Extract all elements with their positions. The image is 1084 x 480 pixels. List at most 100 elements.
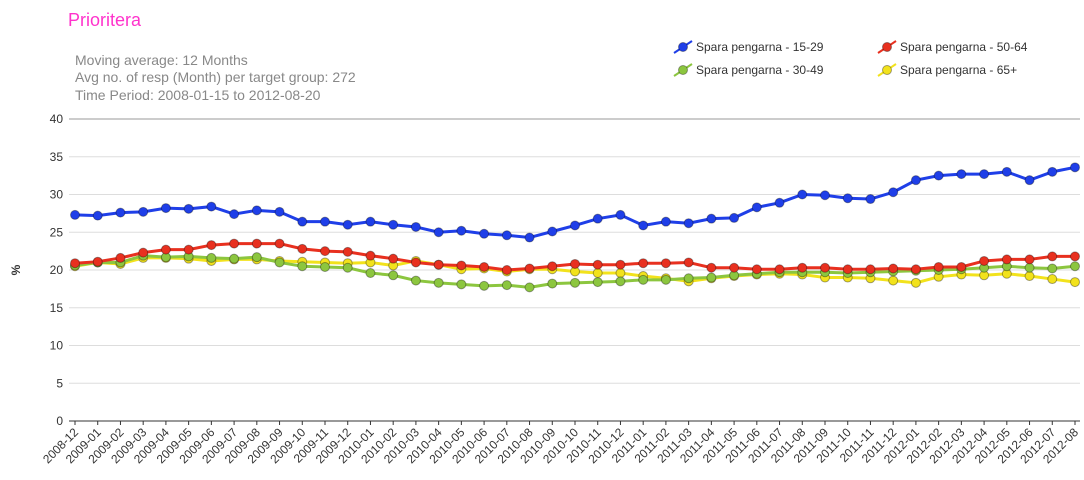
legend-label: Spara pengarna - 50-64 xyxy=(900,40,1028,54)
point xyxy=(365,216,376,227)
point xyxy=(388,219,399,230)
legend-label: Spara pengarna - 65+ xyxy=(900,63,1017,77)
point xyxy=(570,220,580,231)
point xyxy=(1001,254,1012,265)
point xyxy=(751,264,762,275)
point xyxy=(615,209,626,220)
point xyxy=(842,264,853,275)
point xyxy=(70,209,80,220)
point xyxy=(251,252,262,263)
point xyxy=(1070,251,1080,262)
point xyxy=(410,221,421,232)
point xyxy=(956,261,967,272)
point xyxy=(297,243,308,254)
point xyxy=(1047,274,1058,285)
point xyxy=(342,262,353,273)
point xyxy=(592,259,603,270)
point xyxy=(933,170,944,181)
point xyxy=(683,257,694,268)
legend-marker xyxy=(678,42,688,52)
point xyxy=(660,216,671,227)
point xyxy=(160,203,171,214)
point xyxy=(320,261,330,272)
point xyxy=(592,277,603,288)
y-tick-label: 15 xyxy=(50,301,64,315)
point xyxy=(183,244,194,255)
point xyxy=(1001,166,1012,177)
point xyxy=(274,206,285,217)
point xyxy=(410,275,421,286)
point xyxy=(547,261,558,272)
point xyxy=(388,270,399,281)
point xyxy=(274,238,285,249)
subtitle: Time Period: 2008-01-15 to 2012-08-20 xyxy=(75,87,321,103)
point xyxy=(365,250,376,261)
point xyxy=(592,268,603,279)
point xyxy=(479,228,490,239)
point xyxy=(524,263,535,274)
point xyxy=(865,194,876,205)
point xyxy=(956,169,967,180)
point xyxy=(456,279,467,290)
point xyxy=(297,216,308,227)
point xyxy=(706,262,717,273)
point xyxy=(797,189,808,200)
y-tick-label: 20 xyxy=(50,263,64,277)
point xyxy=(547,226,558,237)
point xyxy=(1047,166,1058,177)
point xyxy=(115,207,126,218)
point xyxy=(1024,254,1035,265)
point xyxy=(115,252,126,263)
point xyxy=(320,246,330,257)
point xyxy=(842,193,853,204)
y-tick-label: 0 xyxy=(56,414,63,428)
point xyxy=(1024,271,1035,282)
y-tick-label: 10 xyxy=(50,339,64,353)
point xyxy=(638,274,649,285)
point xyxy=(729,262,740,273)
point xyxy=(229,238,240,249)
legend-marker xyxy=(882,42,892,52)
point xyxy=(229,209,240,220)
point xyxy=(592,213,603,224)
point xyxy=(683,218,694,229)
point xyxy=(342,219,353,230)
point xyxy=(660,274,671,285)
y-tick-label: 30 xyxy=(50,188,64,202)
point xyxy=(820,190,830,201)
point xyxy=(206,240,217,251)
point xyxy=(501,230,512,241)
point xyxy=(251,238,262,249)
point xyxy=(797,262,808,273)
y-axis-label: % xyxy=(9,264,23,275)
point xyxy=(910,277,921,288)
legend-label: Spara pengarna - 30-49 xyxy=(696,63,824,77)
point xyxy=(660,258,671,269)
point xyxy=(910,264,921,275)
point xyxy=(774,264,785,275)
point xyxy=(183,203,194,214)
point xyxy=(524,282,535,293)
point xyxy=(479,261,490,272)
point xyxy=(888,275,899,286)
point xyxy=(888,263,899,274)
point xyxy=(1047,251,1058,262)
point xyxy=(979,169,990,180)
legend-label: Spara pengarna - 15-29 xyxy=(696,40,824,54)
point xyxy=(456,260,467,271)
point xyxy=(206,201,217,212)
point xyxy=(751,202,762,213)
chart-title: Prioritera xyxy=(68,10,142,30)
point xyxy=(92,210,103,221)
legend-marker xyxy=(678,65,688,75)
point xyxy=(729,212,740,223)
point xyxy=(138,247,149,258)
point xyxy=(910,175,921,186)
point xyxy=(706,213,717,224)
point xyxy=(524,232,535,243)
point xyxy=(615,276,626,287)
point xyxy=(433,277,444,288)
point xyxy=(501,265,512,275)
point xyxy=(1070,261,1080,272)
